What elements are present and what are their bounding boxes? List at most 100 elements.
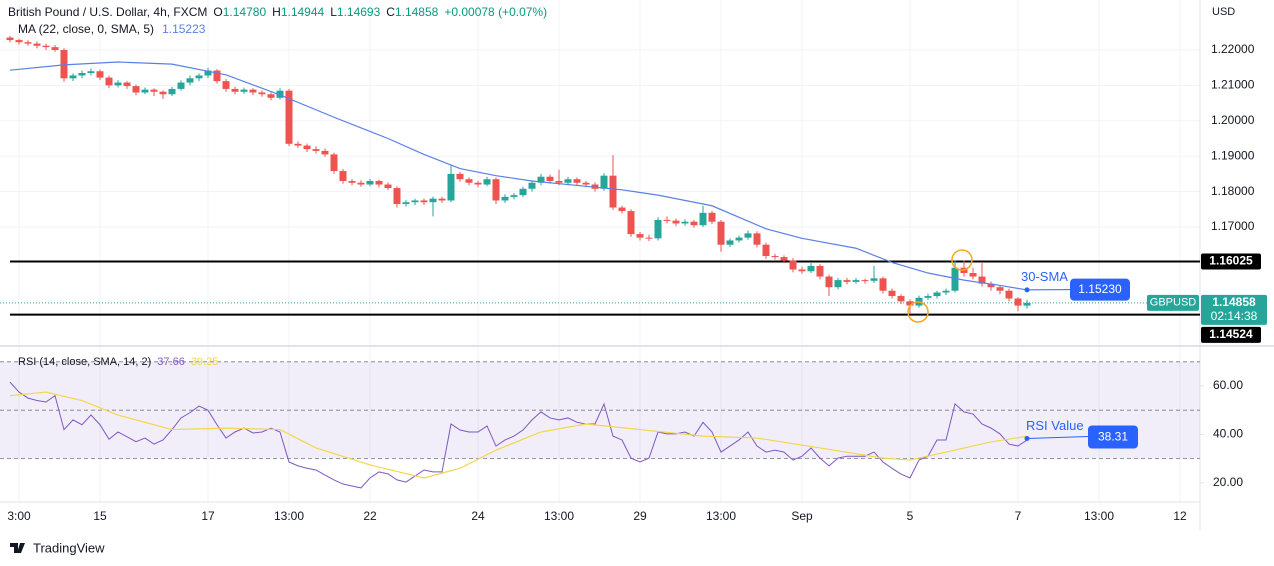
candle-body (42, 45, 50, 48)
rsi-value: 37.66 (157, 356, 185, 368)
candle-body (744, 233, 752, 238)
candle-body (735, 237, 743, 241)
candle-body (375, 180, 383, 185)
annotation-text: RSI Value (1026, 418, 1084, 433)
candle-body (357, 182, 365, 185)
candle-body (204, 70, 212, 76)
candle-body (231, 88, 239, 92)
brand: TradingView (33, 540, 105, 555)
ma-legend: MA (22, close, 0, SMA, 5) 1.15223 (18, 22, 206, 36)
candle-body (447, 173, 455, 201)
x-tick-label: 13:00 (544, 509, 574, 523)
logo: TradingView (10, 540, 105, 555)
candle-body (771, 256, 779, 258)
ohlc-value: 1.14944 (281, 5, 325, 19)
ohlc-key: O (213, 5, 222, 19)
candle-body (330, 154, 338, 172)
candle-body (582, 182, 590, 185)
x-tick-label: 17 (201, 509, 215, 523)
candle-body (78, 73, 86, 76)
ma-name: MA (22, close, 0, SMA, 5) (18, 22, 154, 36)
candle-body (789, 260, 797, 270)
annotation-dot (1024, 287, 1030, 293)
rsi-name: RSI (14, close, SMA, 14, 2) (18, 356, 151, 368)
candle-body (933, 292, 941, 297)
y-tick-label: 1.21000 (1211, 78, 1255, 92)
y-tick-label: 1.19000 (1211, 148, 1255, 162)
candle-body (474, 182, 482, 185)
candle-body (510, 195, 518, 197)
x-tick-label: 24 (471, 509, 485, 523)
symbol-label: GBPUSD (1150, 297, 1197, 309)
candle-body (267, 94, 275, 98)
candle-body (807, 265, 815, 272)
ohlc-key: L (330, 5, 337, 19)
x-tick-label: 12 (1173, 509, 1187, 523)
candle-body (258, 92, 266, 95)
candle-body (1023, 302, 1031, 306)
x-tick-label: 3:00 (7, 509, 31, 523)
candle-body (6, 37, 14, 41)
candle-body (834, 280, 842, 288)
rsi-value: 39.25 (191, 356, 219, 368)
candle-body (690, 221, 698, 226)
x-tick-label: 13:00 (706, 509, 736, 523)
candle-body (699, 212, 707, 226)
candle-body (69, 75, 77, 79)
candle-body (15, 40, 23, 43)
candle-body (411, 200, 419, 203)
candle-body (546, 176, 554, 181)
y-tick-label: 1.22000 (1211, 42, 1255, 56)
candle-body (780, 257, 788, 261)
candle-body (24, 42, 32, 44)
candle-body (861, 280, 869, 282)
candle-body (465, 179, 473, 183)
rsi-band (0, 361, 1200, 459)
candle-body (222, 81, 230, 89)
candle-body (438, 198, 446, 201)
candle-body (213, 70, 221, 82)
candle-body (402, 202, 410, 204)
candle-body (384, 184, 392, 189)
ohlc-key: C (386, 5, 395, 19)
candle-body (276, 90, 284, 98)
annotation-box (1088, 425, 1138, 449)
highlight-circle (907, 301, 929, 323)
candle-body (906, 301, 914, 306)
candle-body (888, 290, 896, 297)
candle-body (33, 43, 41, 46)
candle-body (627, 211, 635, 235)
candle-body (528, 182, 536, 189)
annotation-dot (1024, 435, 1030, 441)
candle-body (105, 77, 113, 86)
candle-body (240, 89, 248, 92)
candle-body (726, 240, 734, 245)
plot: 1.22000 1.21000 1.20000 1.19000 1.18000 1.170… (0, 5, 1267, 523)
y-tick-label: 1.17000 (1211, 219, 1255, 233)
x-tick-label: Sep (791, 509, 813, 523)
annotation-value: 1.15230 (1078, 282, 1122, 296)
candle-body (429, 198, 437, 203)
candle-body (672, 220, 680, 224)
ohlc-key: H (272, 5, 281, 19)
header: British Pound / U.S. Dollar, 4h, FXCM O1.… (8, 5, 547, 19)
candle-body (60, 49, 68, 79)
x-tick-label: 5 (907, 509, 914, 523)
candle-body (654, 219, 662, 239)
candle-body (303, 145, 311, 150)
candle-body (159, 91, 167, 95)
candle-body (141, 89, 149, 93)
candle-body (645, 237, 653, 239)
rsi-legend: RSI (14, close, SMA, 14, 2) 37.66 39.25 (18, 356, 218, 368)
candle-body (321, 150, 329, 155)
annotation-box (1070, 278, 1130, 301)
candle-body (825, 276, 833, 288)
level-label: 1.16025 (1209, 254, 1253, 268)
candle-body (285, 90, 293, 144)
symbol-box (1147, 294, 1199, 311)
ohlc-value: 1.14780 (223, 5, 267, 19)
candle-body (717, 221, 725, 245)
change: +0.00078 (+0.07%) (444, 5, 547, 19)
